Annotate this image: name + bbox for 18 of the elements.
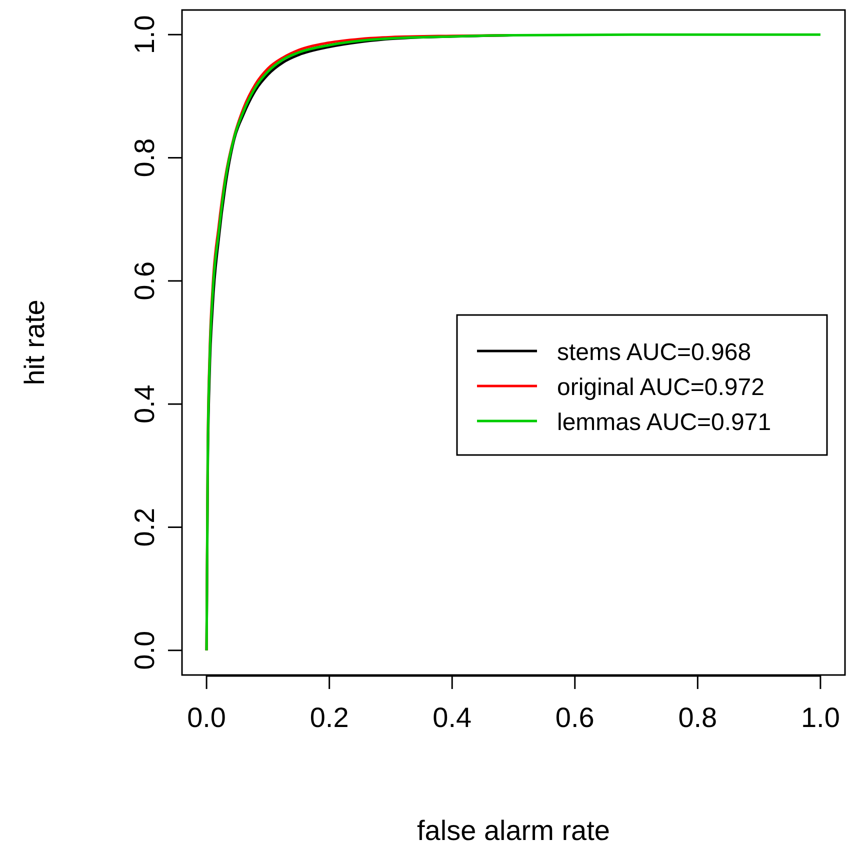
- y-axis-title: hit rate: [19, 300, 50, 386]
- x-tick-label: 1.0: [800, 702, 840, 733]
- legend-label: lemmas AUC=0.971: [557, 409, 772, 436]
- y-tick-label: 1.0: [129, 15, 160, 54]
- y-tick-label: 0.0: [129, 630, 160, 670]
- y-tick-label: 0.8: [129, 138, 160, 178]
- y-tick-label: 0.2: [129, 508, 160, 547]
- legend-label: stems AUC=0.968: [557, 339, 752, 366]
- x-tick-label: 0.0: [187, 702, 226, 733]
- x-tick-label: 0.2: [310, 702, 349, 733]
- legend-label: original AUC=0.972: [557, 374, 764, 401]
- x-tick-label: 0.6: [555, 702, 594, 733]
- x-tick-label: 0.4: [432, 702, 472, 733]
- x-tick-label: 0.8: [678, 702, 718, 733]
- y-tick-label: 0.4: [129, 384, 160, 424]
- y-tick-label: 0.6: [129, 261, 160, 300]
- x-axis-title: false alarm rate: [417, 815, 610, 846]
- line-series: [205, 33, 822, 652]
